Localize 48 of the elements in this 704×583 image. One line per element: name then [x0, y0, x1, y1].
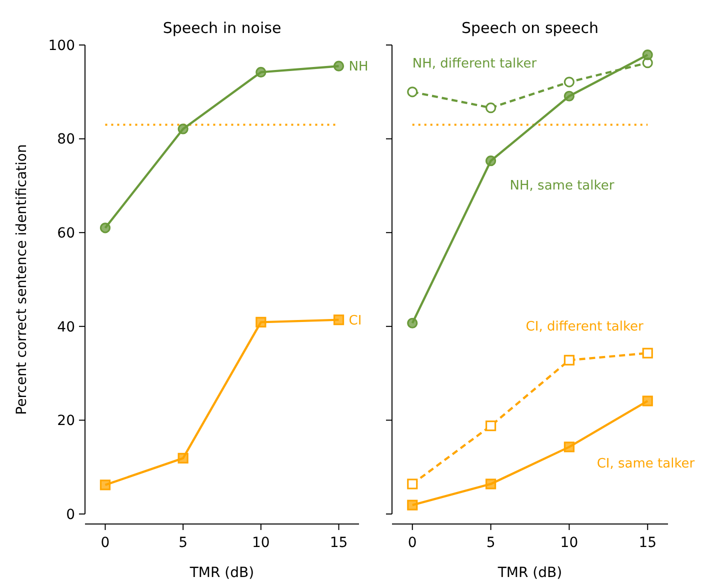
x-tick-label: 0 — [408, 535, 417, 551]
x-axis-title: TMR (dB) — [188, 565, 254, 581]
x-tick-label: 10 — [560, 535, 578, 551]
x-tick-label: 5 — [178, 535, 188, 551]
point — [642, 348, 653, 358]
point — [333, 314, 344, 326]
x-tick-label: 15 — [638, 535, 657, 551]
point — [178, 124, 188, 134]
point — [564, 442, 575, 452]
point — [485, 420, 496, 432]
x-tick-label: 0 — [100, 535, 110, 551]
y-tick-label: 100 — [48, 38, 75, 54]
point — [407, 318, 418, 328]
series-label: NH, different talker — [412, 56, 538, 72]
y-tick-label: 20 — [57, 413, 75, 430]
x-tick-label: 10 — [252, 535, 270, 551]
y-tick-label: 40 — [57, 319, 75, 336]
series-label: CI, same talker — [596, 456, 696, 472]
x-tick-label: 5 — [486, 535, 496, 551]
point — [407, 478, 418, 490]
y-tick-label: 60 — [57, 226, 75, 242]
point — [564, 76, 575, 88]
x-axis-title: TMR (dB) — [496, 565, 562, 581]
series-label: CI — [348, 313, 362, 328]
x-tick-label: 15 — [330, 535, 348, 551]
y-axis-title: Percent correct sentence identification — [14, 144, 30, 415]
point — [642, 50, 653, 60]
y-tick-label: 0 — [66, 506, 75, 523]
point — [256, 66, 266, 78]
y-tick-label: 80 — [57, 132, 75, 148]
point — [407, 500, 418, 510]
chart-title: Speech on speech — [461, 19, 599, 37]
point — [485, 102, 496, 114]
point — [485, 156, 496, 166]
point — [564, 354, 575, 366]
point — [100, 222, 111, 234]
point — [256, 316, 266, 328]
chart-title: Speech in noise — [162, 19, 282, 37]
series-label: NH, same talker — [510, 178, 615, 194]
point — [407, 86, 418, 98]
point — [564, 90, 575, 102]
point — [178, 452, 188, 464]
point — [485, 478, 496, 490]
series-label: NH — [348, 60, 368, 75]
point — [333, 60, 344, 72]
point — [642, 396, 653, 406]
point — [100, 480, 111, 490]
series-label: CI, different talker — [526, 320, 644, 335]
